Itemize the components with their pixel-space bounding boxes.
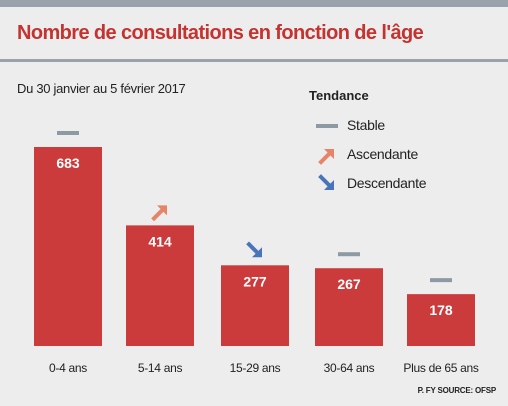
legend-label-stable: Stable <box>347 117 385 133</box>
data-label: 267 <box>337 276 361 292</box>
legend-label-descendante: Descendante <box>347 175 427 191</box>
trend-stable-icon <box>57 131 79 135</box>
arrow-up-right-icon <box>318 149 334 165</box>
bar-30-64-ans <box>315 268 383 346</box>
legend-item-stable: Stable <box>316 116 496 136</box>
legend-label-ascendante: Ascendante <box>347 146 418 162</box>
bar-plus-de-65-ans <box>407 294 475 346</box>
trend-down-icon <box>246 241 262 258</box>
source-note: P. FY SOURCE: OFSP <box>417 386 497 395</box>
chart-title: Nombre de consultations en fonction de l… <box>17 22 424 44</box>
data-label: 277 <box>243 273 267 289</box>
category-label: 30-64 ans <box>324 361 375 375</box>
top-rule <box>0 0 508 7</box>
legend-item-descendante: Descendante <box>316 174 496 194</box>
data-label: 178 <box>429 302 453 318</box>
title-rule <box>0 59 508 62</box>
data-label: 683 <box>56 155 80 171</box>
bar-5-14-ans <box>126 225 194 346</box>
trend-stable-icon <box>430 278 452 283</box>
dash-icon <box>316 124 338 128</box>
bar-0-4-ans <box>34 147 102 346</box>
data-label: 414 <box>148 233 172 249</box>
category-label: 15-29 ans <box>230 361 281 375</box>
trend-up-icon <box>151 205 167 222</box>
trend-stable-icon <box>338 252 360 257</box>
arrow-down-right-icon <box>318 174 334 190</box>
category-label: 5-14 ans <box>138 361 183 375</box>
legend-item-ascendante: Ascendante <box>316 145 496 165</box>
category-label: 0-4 ans <box>49 361 87 375</box>
legend-title: Tendance <box>309 88 369 103</box>
category-label: Plus de 65 ans <box>403 361 478 375</box>
bar-15-29-ans <box>221 265 289 346</box>
chart-subtitle: Du 30 janvier au 5 février 2017 <box>17 81 186 96</box>
